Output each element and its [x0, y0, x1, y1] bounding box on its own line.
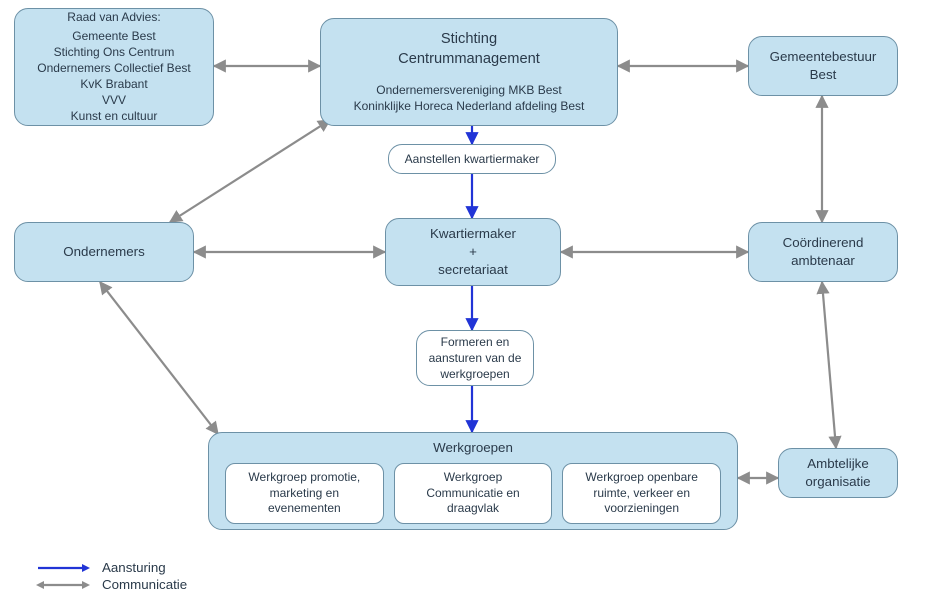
wg2-l3: draagvlak — [447, 501, 499, 517]
raad-line: Ondernemers Collectief Best — [37, 60, 190, 76]
stichting-line: Koninklijke Horeca Nederland afdeling Be… — [354, 98, 585, 114]
raad-line: Gemeente Best — [72, 28, 155, 44]
raad-title: Raad van Advies: — [67, 9, 160, 25]
raad-line: Stichting Ons Centrum — [54, 44, 175, 60]
legend-label-aansturing: Aansturing — [102, 560, 166, 575]
ambtelijke-line2: organisatie — [805, 473, 870, 491]
node-gemeentebestuur: Gemeentebestuur Best — [748, 36, 898, 96]
aanstellen-label: Aanstellen kwartiermaker — [405, 151, 540, 167]
formeren-line3: werkgroepen — [440, 366, 509, 382]
edge-coordinerend-ambtelijke — [822, 282, 836, 448]
stichting-title2: Centrummanagement — [398, 50, 540, 70]
legend-arrow-aansturing-icon — [36, 562, 90, 574]
wg3-l2: ruimte, verkeer en — [593, 486, 690, 502]
edge-ondernemers-werkgroepen — [100, 282, 218, 434]
node-ondernemers: Ondernemers — [14, 222, 194, 282]
raad-line: KvK Brabant — [80, 76, 147, 92]
node-aanstellen: Aanstellen kwartiermaker — [388, 144, 556, 174]
wg2-l2: Communicatie en — [426, 486, 519, 502]
werkgroepen-title: Werkgroepen — [433, 439, 513, 457]
kwartiermaker-line1: Kwartiermaker — [430, 225, 516, 243]
node-ambtelijke: Ambtelijke organisatie — [778, 448, 898, 498]
wg1-l3: evenementen — [268, 501, 341, 517]
legend-arrow-communicatie-icon — [36, 579, 90, 591]
raad-line: Kunst en cultuur — [71, 108, 158, 124]
wg1-l2: marketing en — [270, 486, 339, 502]
gemeentebestuur-line1: Gemeentebestuur — [770, 48, 877, 66]
edge-ondernemers-stichting — [170, 120, 330, 222]
formeren-line1: Formeren en — [441, 334, 510, 350]
legend: Aansturing Communicatie — [36, 560, 187, 592]
werkgroep-communicatie: Werkgroep Communicatie en draagvlak — [394, 463, 553, 524]
gemeentebestuur-line2: Best — [810, 66, 837, 84]
node-stichting-centrummanagement: Stichting Centrummanagement Ondernemersv… — [320, 18, 618, 126]
werkgroep-openbare-ruimte: Werkgroep openbare ruimte, verkeer en vo… — [562, 463, 721, 524]
node-coordinerend: Coördinerend ambtenaar — [748, 222, 898, 282]
werkgroep-promotie: Werkgroep promotie, marketing en eveneme… — [225, 463, 384, 524]
node-kwartiermaker: Kwartiermaker + secretariaat — [385, 218, 561, 286]
raad-line: VVV — [102, 92, 126, 108]
ambtelijke-line1: Ambtelijke — [807, 455, 868, 473]
coordinerend-line1: Coördinerend — [783, 234, 864, 252]
wg2-l1: Werkgroep — [444, 470, 502, 486]
legend-label-communicatie: Communicatie — [102, 577, 187, 592]
node-werkgroepen: Werkgroepen Werkgroep promotie, marketin… — [208, 432, 738, 530]
ondernemers-label: Ondernemers — [63, 243, 145, 261]
node-formeren: Formeren en aansturen van de werkgroepen — [416, 330, 534, 386]
node-raad-van-advies: Raad van Advies: Gemeente Best Stichting… — [14, 8, 214, 126]
wg1-l1: Werkgroep promotie, — [248, 470, 360, 486]
wg3-l3: voorzieningen — [604, 501, 679, 517]
coordinerend-line2: ambtenaar — [791, 252, 855, 270]
stichting-title1: Stichting — [441, 30, 497, 50]
kwartiermaker-line2: + — [469, 243, 477, 261]
formeren-line2: aansturen van de — [429, 350, 522, 366]
wg3-l1: Werkgroep openbare — [585, 470, 698, 486]
kwartiermaker-line3: secretariaat — [438, 261, 508, 279]
stichting-line: Ondernemersvereniging MKB Best — [376, 82, 561, 98]
